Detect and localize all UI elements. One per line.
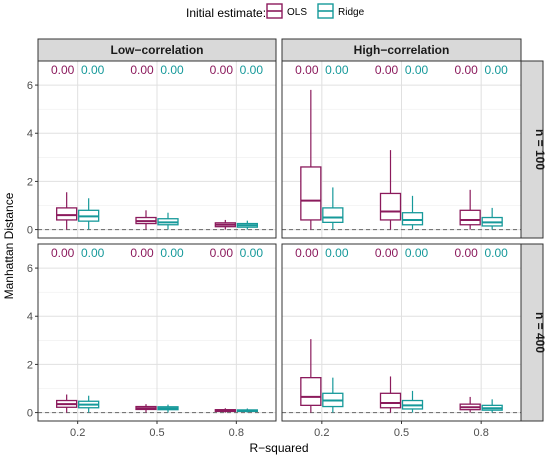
legend: Initial estimate: OLS Ridge	[186, 3, 365, 20]
panel-1: 0.00 0.00 0.00 0.00 0.00 0.00	[37, 60, 277, 239]
x-tick-label: 0.8	[229, 427, 244, 439]
strip-row-label-2: n = 400	[533, 312, 547, 353]
box-body	[459, 209, 481, 226]
value-label-ols: 0.00	[51, 63, 75, 77]
y-tick-label: 0	[27, 225, 33, 237]
box-ols-0.5	[379, 376, 402, 413]
y-tick-label: 6	[27, 263, 33, 275]
value-label-ols: 0.00	[295, 246, 319, 260]
panel-2: 0.00 0.00 0.00 0.00 0.00 0.00	[281, 60, 522, 239]
box-ridge-0.2	[322, 377, 344, 413]
x-tick-label: 0.5	[149, 427, 164, 439]
value-label-ols: 0.00	[454, 63, 478, 77]
value-label-ridge: 0.00	[81, 63, 105, 77]
panel-border	[281, 60, 522, 239]
box-ols-0.5	[135, 210, 157, 230]
legend-title: Initial estimate:	[186, 6, 266, 20]
value-label-ols: 0.00	[375, 63, 399, 77]
box-ols-0.2	[300, 89, 322, 230]
y-tick-label: 4	[27, 311, 33, 323]
box-body	[300, 377, 322, 406]
box-body	[401, 212, 424, 226]
box-ridge-0.5	[157, 404, 179, 413]
value-label-ols: 0.00	[375, 246, 399, 260]
box-ridge-0.2	[78, 395, 100, 413]
x-tick-label: 0.8	[474, 427, 489, 439]
value-label-ridge: 0.00	[240, 246, 264, 260]
strip-row-label-1: n = 100	[533, 129, 547, 170]
y-axis-ticks: 0 2 4 6 0 2 4 6	[27, 80, 38, 420]
value-label-ridge: 0.00	[325, 63, 349, 77]
value-label-ridge: 0.00	[81, 246, 105, 260]
y-axis-title: Manhattan Distance	[2, 192, 16, 299]
box-ridge-0.2	[322, 187, 344, 230]
box-body	[322, 207, 344, 223]
value-label-ols: 0.00	[51, 246, 75, 260]
x-tick-label: 0.2	[70, 427, 85, 439]
box-ols-0.8	[459, 189, 481, 230]
value-label-ridge: 0.00	[405, 63, 429, 77]
y-tick-label: 0	[27, 408, 33, 420]
box-ols-0.2	[56, 394, 78, 413]
legend-label-ols: OLS	[287, 7, 307, 18]
panel-border	[37, 60, 277, 239]
value-label-ols: 0.00	[295, 63, 319, 77]
box-ridge-0.8	[236, 408, 258, 413]
box-ols-0.8	[459, 396, 481, 413]
value-label-ridge: 0.00	[160, 63, 184, 77]
value-label-ridge: 0.00	[160, 246, 184, 260]
x-tick-label: 0.5	[394, 427, 409, 439]
value-label-ridge: 0.00	[484, 63, 508, 77]
box-ols-0.8	[214, 219, 236, 230]
box-ridge-0.8	[481, 399, 503, 413]
facets: Low−correlation High−correlation n = 100 n …	[37, 38, 547, 422]
box-ridge-0.5	[157, 212, 179, 230]
value-label-ridge: 0.00	[405, 246, 429, 260]
value-label-ols: 0.00	[210, 246, 234, 260]
box-ols-0.8	[214, 408, 236, 413]
box-body	[379, 392, 402, 409]
y-tick-label: 4	[27, 128, 33, 140]
box-ols-0.2	[300, 339, 322, 413]
box-ridge-0.8	[236, 220, 258, 230]
box-body	[56, 207, 78, 221]
value-label-ols: 0.00	[130, 63, 154, 77]
box-ridge-0.5	[401, 390, 424, 413]
box-body	[379, 192, 402, 221]
value-label-ols: 0.00	[454, 246, 478, 260]
value-label-ols: 0.00	[210, 63, 234, 77]
box-ols-0.2	[56, 192, 78, 230]
x-tick-label: 0.2	[314, 427, 329, 439]
box-ridge-0.5	[401, 195, 424, 230]
y-tick-label: 2	[27, 359, 33, 371]
box-ridge-0.8	[481, 207, 503, 230]
value-label-ridge: 0.00	[325, 246, 349, 260]
panel-4: 0.00 0.00 0.00 0.00 0.00 0.00	[281, 243, 522, 422]
box-body	[300, 166, 322, 221]
box-ridge-0.2	[78, 198, 100, 230]
x-axis-ticks: 0.2 0.5 0.8 0.2 0.5 0.8	[70, 421, 489, 439]
y-tick-label: 6	[27, 80, 33, 92]
value-label-ridge: 0.00	[240, 63, 264, 77]
value-label-ridge: 0.00	[484, 246, 508, 260]
legend-entries: OLS Ridge	[266, 3, 365, 19]
x-axis-title: R−squared	[249, 441, 308, 455]
value-label-ols: 0.00	[130, 246, 154, 260]
box-ols-0.5	[379, 150, 402, 230]
panel-3: 0.00 0.00 0.00 0.00 0.00 0.00	[37, 243, 277, 422]
strip-column-label-1: Low−correlation	[110, 43, 203, 57]
box-ols-0.5	[135, 404, 157, 413]
y-tick-label: 2	[27, 176, 33, 188]
legend-label-ridge: Ridge	[338, 7, 365, 18]
strip-column-label-2: High−correlation	[354, 43, 450, 57]
